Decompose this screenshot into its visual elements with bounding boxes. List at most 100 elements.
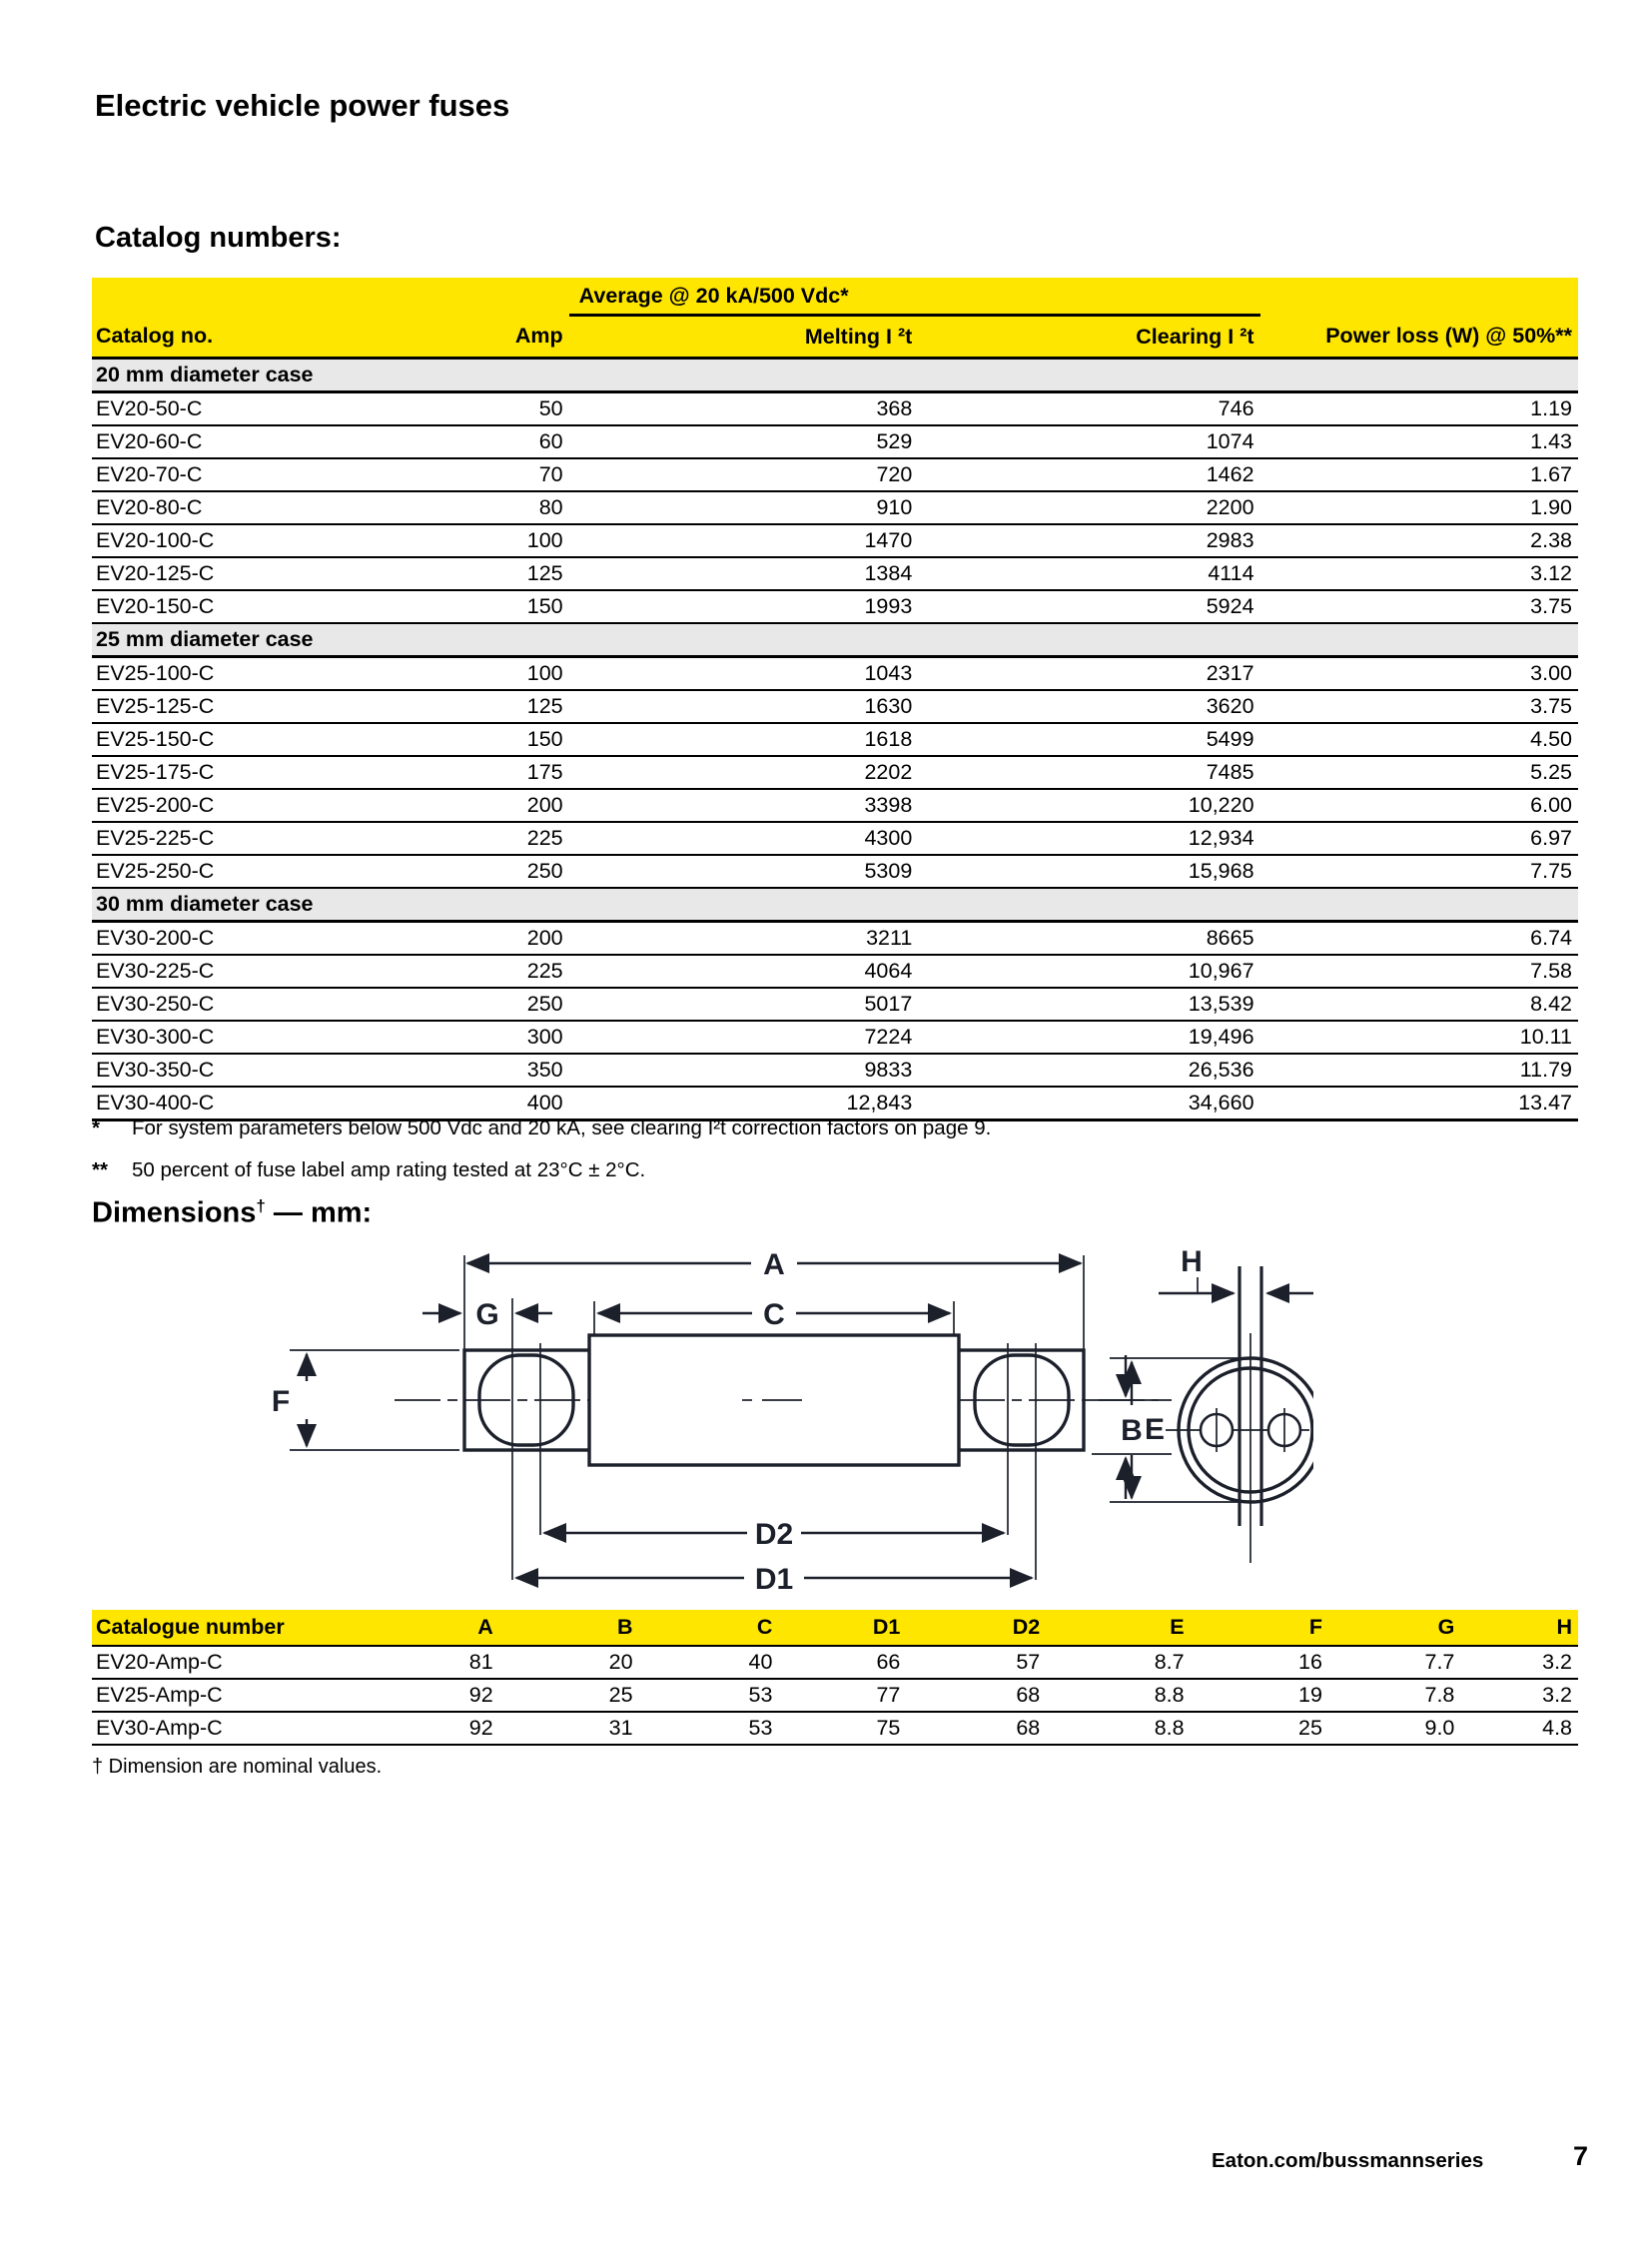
value-cell: 1.90: [1259, 491, 1578, 525]
catalog-number-cell: EV30-300-C: [92, 1021, 440, 1055]
value-cell: 2317: [918, 656, 1260, 691]
value-cell: 7485: [918, 756, 1260, 790]
value-cell: 50: [439, 391, 569, 426]
dim-label-g: G: [475, 1298, 498, 1331]
dim-label-c: C: [763, 1298, 785, 1331]
catalog-row: EV30-400-C 400 12,843 34,660 13.47: [92, 1087, 1578, 1121]
catalog-row: EV20-50-C 50 368 746 1.19: [92, 391, 1578, 426]
value-cell: 5017: [568, 988, 919, 1022]
catalog-row: EV30-300-C 300 7224 19,496 10.11: [92, 1021, 1578, 1055]
dim-label-h: H: [1181, 1245, 1203, 1278]
value-cell: 1630: [568, 690, 919, 724]
catalog-row: EV20-125-C 125 1384 4114 3.12: [92, 557, 1578, 591]
value-cell: 7.7: [1327, 1646, 1461, 1680]
value-cell: 150: [439, 723, 569, 757]
case-section-row: 20 mm diameter case: [92, 358, 1578, 393]
page-number: 7: [1573, 2141, 1589, 2171]
dim-label-e: E: [1145, 1413, 1165, 1446]
value-cell: 350: [439, 1054, 569, 1088]
catalog-number-cell: EV20-70-C: [92, 458, 440, 492]
value-cell: 529: [568, 425, 919, 459]
value-cell: 368: [568, 391, 919, 426]
value-cell: 2200: [918, 491, 1260, 525]
catalog-row: EV25-100-C 100 1043 2317 3.00: [92, 656, 1578, 691]
value-cell: 3.00: [1259, 656, 1578, 691]
col-header-d1: D1: [778, 1610, 907, 1647]
value-cell: 6.97: [1259, 822, 1578, 856]
catalog-row: EV25-175-C 175 2202 7485 5.25: [92, 756, 1578, 790]
col-header-b: B: [498, 1610, 639, 1647]
value-cell: 20: [498, 1646, 639, 1680]
column-header-row: Catalog no. Amp Melting I ²t Clearing I …: [92, 315, 1578, 360]
value-cell: 100: [439, 524, 569, 558]
catalog-number-cell: EV30-200-C: [92, 921, 440, 956]
value-cell: 68: [906, 1679, 1047, 1713]
value-cell: 10,220: [918, 789, 1260, 823]
value-cell: 1043: [568, 656, 919, 691]
value-cell: 12,934: [918, 822, 1260, 856]
catalog-number-cell: EV20-150-C: [92, 590, 440, 624]
value-cell: 400: [439, 1087, 569, 1121]
value-cell: 75: [778, 1712, 907, 1746]
value-cell: 746: [918, 391, 1260, 426]
value-cell: 4.50: [1259, 723, 1578, 757]
value-cell: 300: [439, 1021, 569, 1055]
value-cell: 25: [498, 1679, 639, 1713]
value-cell: 8665: [918, 921, 1260, 956]
value-cell: 77: [778, 1679, 907, 1713]
avg-header-cell: Average @ 20 kA/500 Vdc*: [568, 278, 1260, 317]
value-cell: 31: [498, 1712, 639, 1746]
value-cell: 6.00: [1259, 789, 1578, 823]
fuse-side-view: A C G F E D2: [272, 1248, 1172, 1595]
value-cell: 150: [439, 590, 569, 624]
value-cell: 3211: [568, 921, 919, 956]
value-cell: 1.19: [1259, 391, 1578, 426]
catalog-table-body: 20 mm diameter case EV20-50-C 50 368 746 1.19…: [92, 358, 1578, 1121]
value-cell: 8.7: [1046, 1646, 1191, 1680]
footnote-text: For system parameters below 500 Vdc and …: [132, 1117, 992, 1139]
value-cell: 7224: [568, 1021, 919, 1055]
case-section-label: 20 mm diameter case: [92, 358, 1578, 393]
catalog-number-cell: EV25-150-C: [92, 723, 440, 757]
value-cell: 5924: [918, 590, 1260, 624]
footer-url: Eaton.com/bussmannseries: [1212, 2149, 1484, 2172]
case-section-row: 25 mm diameter case: [92, 623, 1578, 658]
value-cell: 40: [638, 1646, 779, 1680]
dimensions-row: EV20-Amp-C 81 20 40 66 57 8.7 16 7.7 3.2: [92, 1646, 1578, 1680]
spacer-cell: [92, 278, 569, 316]
case-section-label: 30 mm diameter case: [92, 888, 1578, 923]
catalog-row: EV25-125-C 125 1630 3620 3.75: [92, 690, 1578, 724]
fuse-end-view: B H: [1110, 1245, 1313, 1563]
value-cell: 1470: [568, 524, 919, 558]
value-cell: 60: [439, 425, 569, 459]
value-cell: 8.42: [1259, 988, 1578, 1022]
value-cell: 70: [439, 458, 569, 492]
dim-label-d2: D2: [755, 1518, 793, 1551]
footnote-text: 50 percent of fuse label amp rating test…: [132, 1158, 646, 1181]
col-header-c: C: [638, 1610, 779, 1647]
value-cell: 8.8: [1046, 1679, 1191, 1713]
value-cell: 100: [439, 656, 569, 691]
catalog-number-cell: EV25-100-C: [92, 656, 440, 691]
catalogue-number-cell: EV25-Amp-C: [92, 1679, 440, 1713]
value-cell: 720: [568, 458, 919, 492]
value-cell: 92: [439, 1712, 499, 1746]
spacer-cell: [1259, 278, 1578, 316]
dimensions-table: Catalogue number A B C D1 D2 E F G H EV2…: [92, 1610, 1578, 1746]
catalog-number-cell: EV25-125-C: [92, 690, 440, 724]
value-cell: 66: [778, 1646, 907, 1680]
value-cell: 125: [439, 557, 569, 591]
value-cell: 2983: [918, 524, 1260, 558]
catalog-numbers-heading: Catalog numbers:: [95, 222, 342, 254]
value-cell: 9833: [568, 1054, 919, 1088]
value-cell: 11.79: [1259, 1054, 1578, 1088]
value-cell: 53: [638, 1712, 779, 1746]
catalog-number-cell: EV30-350-C: [92, 1054, 440, 1088]
catalogue-number-cell: EV30-Amp-C: [92, 1712, 440, 1746]
value-cell: 5499: [918, 723, 1260, 757]
dim-label-b: B: [1121, 1414, 1143, 1447]
value-cell: 3398: [568, 789, 919, 823]
case-section-row: 30 mm diameter case: [92, 888, 1578, 923]
value-cell: 125: [439, 690, 569, 724]
value-cell: 1618: [568, 723, 919, 757]
